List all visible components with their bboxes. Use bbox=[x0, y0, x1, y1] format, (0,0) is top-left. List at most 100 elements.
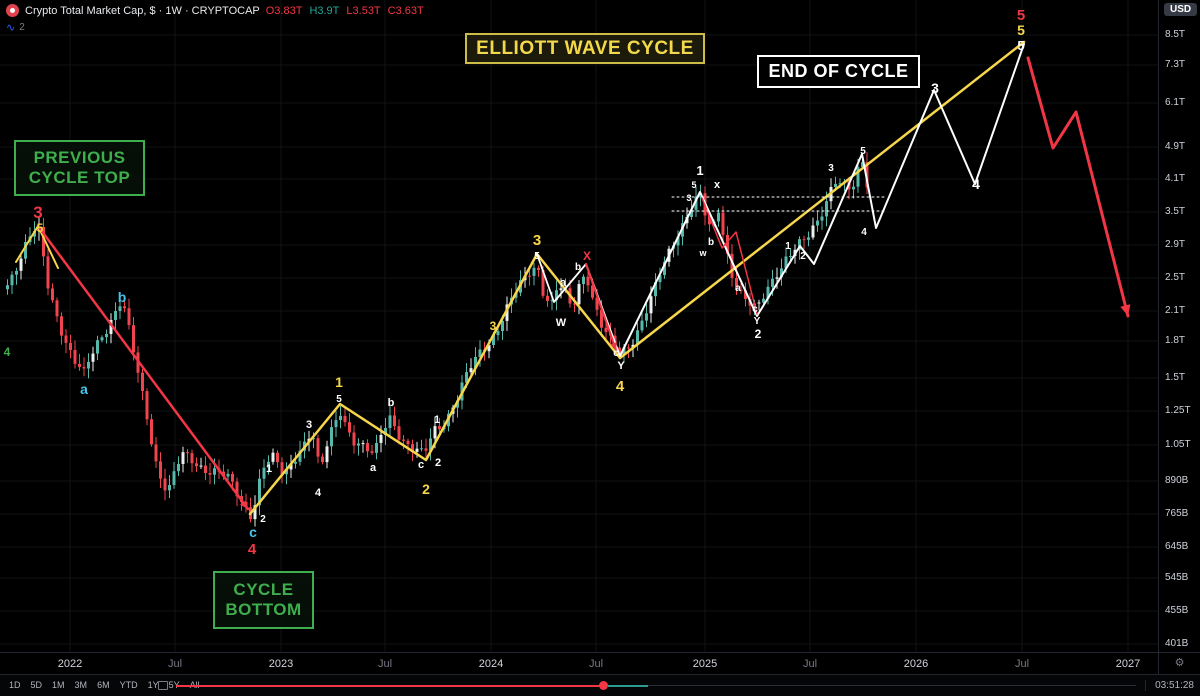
bear-market-red-line[interactable] bbox=[36, 224, 250, 511]
price-axis-label: 7.3T bbox=[1165, 59, 1186, 70]
range-button-1d[interactable]: 1D bbox=[9, 680, 21, 690]
wave-label-4: 4 bbox=[861, 227, 867, 238]
time-axis-label: 2024 bbox=[478, 658, 504, 670]
wave-label-b: b bbox=[708, 237, 714, 248]
wave5-white-impulse-line[interactable] bbox=[619, 43, 1025, 357]
wave-label-2: 2 bbox=[800, 251, 806, 262]
wave-label-b: b bbox=[388, 397, 395, 409]
time-axis-label: 2022 bbox=[57, 658, 83, 670]
wave-label-W: W bbox=[556, 317, 567, 329]
symbol-title[interactable]: Crypto Total Market Cap, $ · 1W · CRYPTO… bbox=[25, 4, 260, 17]
wave-label-5: 5 bbox=[1017, 22, 1025, 38]
ohlc-c: C3.63T bbox=[387, 4, 424, 17]
time-axis-label: Jul bbox=[167, 658, 183, 670]
price-axis-label: 455B bbox=[1165, 605, 1189, 616]
wave-label-X: X bbox=[583, 249, 591, 263]
range-buttons: 1D5D1M3M6MYTD1Y5YAll bbox=[6, 679, 203, 691]
price-axis-label: 645B bbox=[1165, 541, 1189, 552]
price-axis-label: 545B bbox=[1165, 572, 1189, 583]
indicator-row[interactable]: ∿ 2 bbox=[6, 21, 25, 34]
range-button-5d[interactable]: 5D bbox=[30, 680, 43, 690]
sub-red-wxy-line[interactable] bbox=[701, 197, 758, 315]
price-axis[interactable]: USD 8.5T 7.3T 6.1T 4.9T 4.1T 3.5T 2.9T 2.5T 2.1T… bbox=[1158, 0, 1200, 652]
time-axis-label: 2023 bbox=[268, 658, 294, 670]
wave-label-3: 3 bbox=[306, 419, 312, 431]
wave-label-3: 3 bbox=[828, 163, 834, 174]
range-button-ytd[interactable]: YTD bbox=[119, 680, 138, 690]
symbol-logo-icon bbox=[6, 4, 19, 17]
wave-label-3: 3 bbox=[931, 80, 939, 96]
time-axis-label: Jul bbox=[377, 658, 393, 670]
time-axis-label: 2027 bbox=[1115, 658, 1141, 670]
previous-cycle-top-label[interactable]: PREVIOUS CYCLE TOP bbox=[14, 140, 145, 196]
projection-red-decline-line[interactable] bbox=[1026, 56, 1130, 318]
wave-label-c: c bbox=[418, 459, 424, 471]
wave-label-5: 5 bbox=[336, 394, 342, 405]
time-axis[interactable]: 2022 Jul 2023 Jul 2024 Jul 2025 Jul 2026 Jul 2027 bbox=[0, 652, 1158, 674]
elliott-wave-cycle-label[interactable]: ELLIOTT WAVE CYCLE bbox=[465, 33, 705, 64]
chart-header: Crypto Total Market Cap, $ · 1W · CRYPTO… bbox=[6, 4, 424, 17]
wave-label-c: c bbox=[249, 524, 257, 540]
wave-label-4: 4 bbox=[4, 345, 11, 359]
price-axis-label: 2.9T bbox=[1165, 239, 1186, 250]
replay-progress-track[interactable] bbox=[648, 685, 1136, 686]
elliott-wave-cycle-text: ELLIOTT WAVE CYCLE bbox=[476, 37, 694, 59]
price-axis-label: 4.1T bbox=[1165, 173, 1186, 184]
range-button-3m[interactable]: 3M bbox=[74, 680, 88, 690]
wave-label-5: 5 bbox=[1017, 38, 1024, 53]
wave-indicator-icon[interactable]: ∿ bbox=[6, 22, 16, 34]
wave-label-Y: Y bbox=[617, 360, 625, 372]
bottom-toolbar: 1D5D1M3M6MYTD1Y5YAll 03:51:28 bbox=[0, 674, 1200, 696]
server-clock: 03:51:28 bbox=[1145, 680, 1194, 691]
indicator-count: 2 bbox=[19, 22, 25, 33]
price-axis-label: 1.25T bbox=[1165, 405, 1191, 416]
wave-label-5: 5 bbox=[534, 251, 540, 262]
range-button-6m[interactable]: 6M bbox=[97, 680, 110, 690]
wave-label-1: 1 bbox=[696, 163, 703, 178]
wave-label-5: 5 bbox=[37, 221, 44, 235]
wave-label-c: c bbox=[752, 304, 758, 315]
range-button-5y[interactable]: 5Y bbox=[168, 680, 180, 690]
end-of-cycle-label[interactable]: END OF CYCLE bbox=[757, 55, 920, 88]
range-button-1m[interactable]: 1M bbox=[52, 680, 65, 690]
wave4-red-arrow-line-arrowhead bbox=[610, 342, 617, 350]
price-axis-label: 3.5T bbox=[1165, 206, 1186, 217]
wave-label-2: 2 bbox=[260, 514, 266, 525]
wave-label-5: 5 bbox=[860, 146, 866, 157]
ohlc-h: H3.9T bbox=[309, 4, 340, 17]
cycle-bottom-text: CYCLE BOTTOM bbox=[225, 580, 302, 619]
ohlc-values: O3.83T H3.9T L3.53T C3.63T bbox=[266, 5, 424, 17]
time-axis-label: Jul bbox=[802, 658, 818, 670]
replay-progress-handle[interactable] bbox=[599, 681, 608, 690]
wave-label-2: 2 bbox=[755, 327, 762, 341]
wave-label-c: c bbox=[613, 348, 619, 359]
currency-badge: USD bbox=[1164, 3, 1198, 16]
wave-label-1: 1 bbox=[266, 463, 272, 475]
wave-label-5: 5 bbox=[691, 180, 696, 190]
wave-label-a: a bbox=[80, 381, 88, 397]
time-axis-label: 2026 bbox=[903, 658, 929, 670]
wave-label-4: 4 bbox=[972, 176, 980, 192]
cycle-impulse-yellow-line[interactable] bbox=[248, 40, 1026, 516]
replay-progress-forward[interactable] bbox=[608, 685, 648, 687]
price-axis-label: 2.5T bbox=[1165, 272, 1186, 283]
axis-settings-corner[interactable]: ⚙ bbox=[1158, 652, 1200, 674]
price-axis-label: 2.1T bbox=[1165, 305, 1186, 316]
price-axis-label: 890B bbox=[1165, 475, 1189, 486]
wave4-red-arrow-line[interactable] bbox=[585, 263, 617, 351]
wave-label-1: 1 bbox=[434, 414, 440, 426]
wave-label-3: 3 bbox=[33, 203, 42, 222]
settings-gear-icon[interactable]: ⚙ bbox=[1174, 657, 1185, 669]
replay-progress-bar[interactable] bbox=[176, 685, 600, 687]
calendar-icon[interactable] bbox=[158, 681, 168, 690]
range-button-1y[interactable]: 1Y bbox=[147, 680, 159, 690]
wave-label-a: a bbox=[370, 462, 377, 474]
wave-label-4: 4 bbox=[616, 378, 625, 395]
cycle-bottom-label[interactable]: CYCLE BOTTOM bbox=[213, 571, 314, 629]
price-axis-label: 1.05T bbox=[1165, 439, 1191, 450]
price-axis-label: 1.8T bbox=[1165, 335, 1186, 346]
wave-label-4: 4 bbox=[315, 487, 322, 499]
wave-label-2: 2 bbox=[435, 457, 441, 469]
